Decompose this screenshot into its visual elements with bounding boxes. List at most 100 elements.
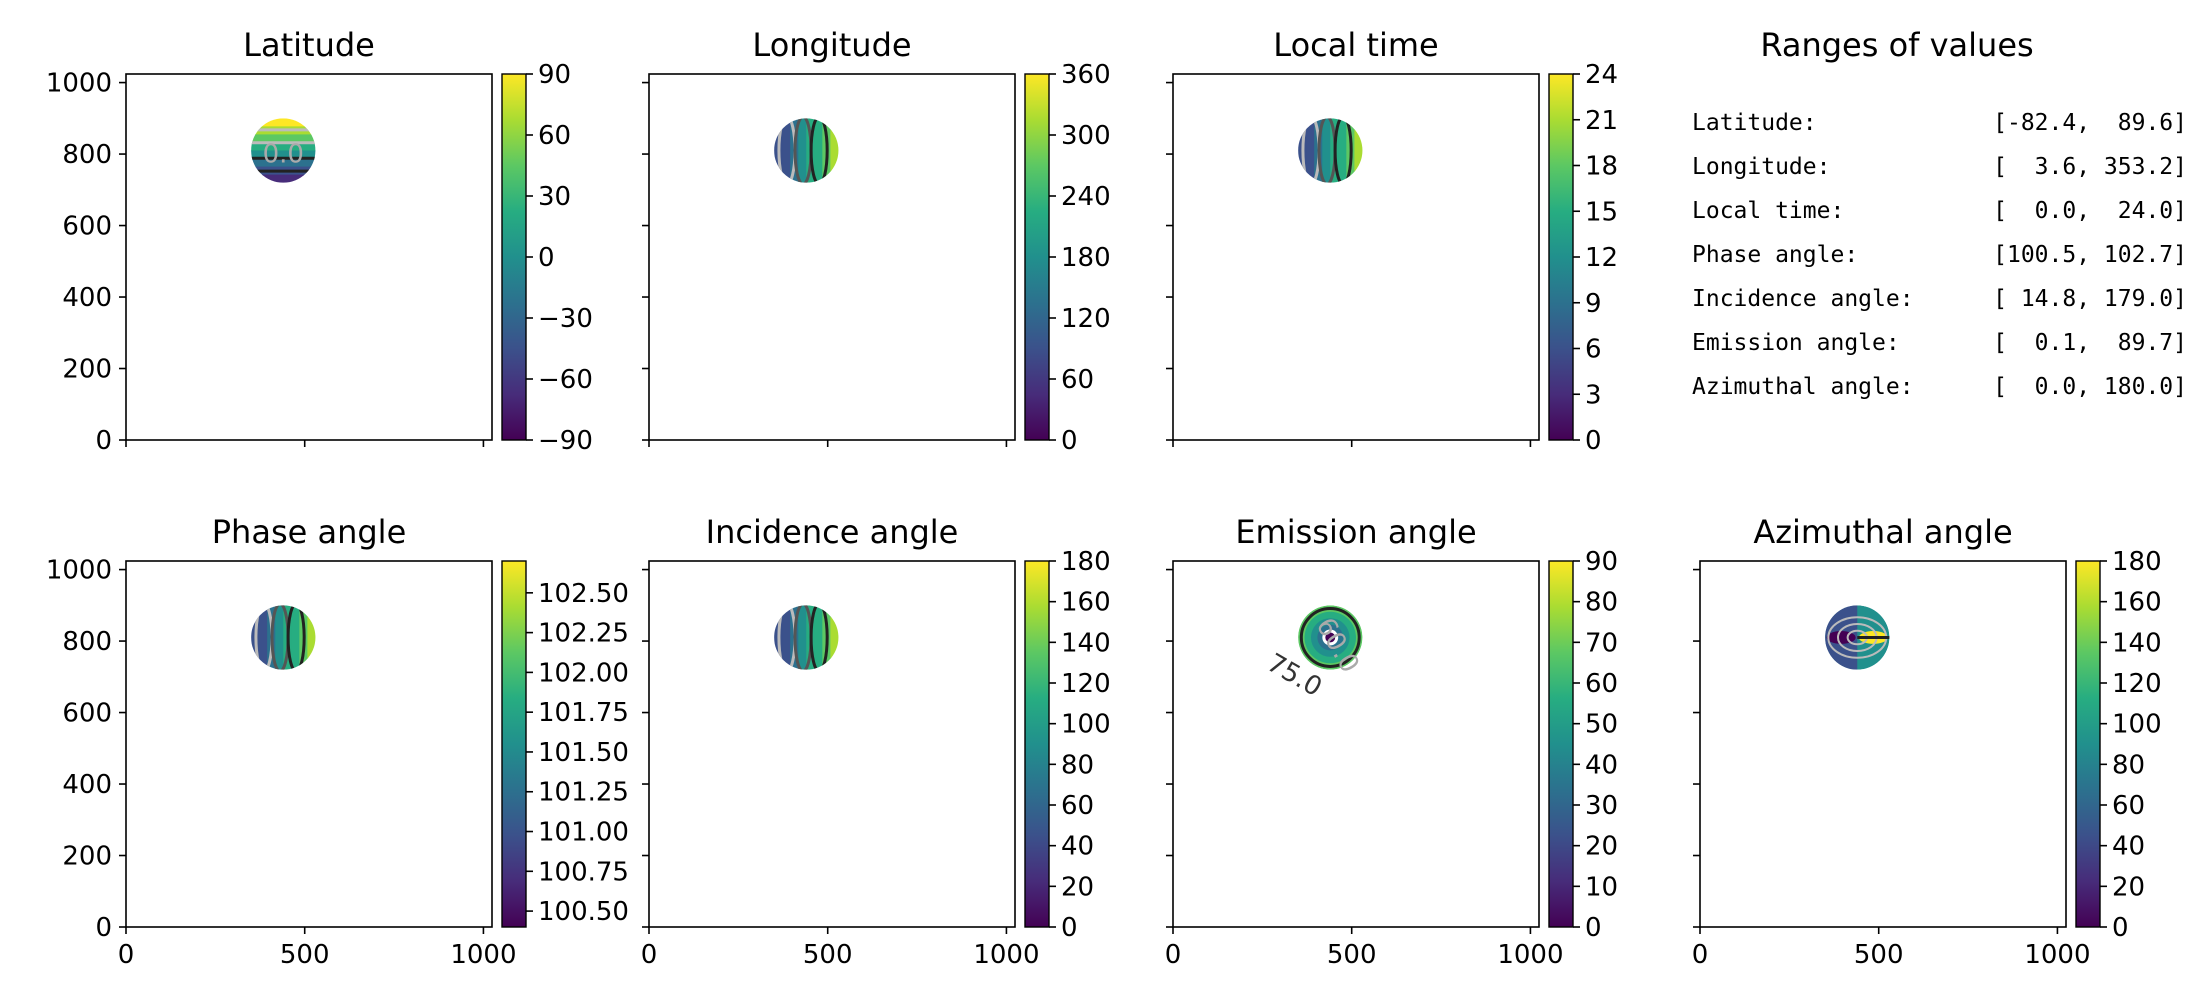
colorbar-tick-label: 24 [1585,60,1618,90]
colorbar-tick-label: 21 [1585,106,1618,136]
panel-title: Emission angle [1235,513,1476,551]
colorbar-tick-label: 100 [1061,710,1111,740]
colorbar-tick-label: 240 [1061,182,1111,212]
x-tick-label: 1000 [2024,940,2090,970]
colorbar [1548,73,1574,441]
disk-map [1298,605,1363,670]
colorbar-tick-label: −90 [538,426,593,456]
colorbar-tick-label: 12 [1585,243,1618,273]
colorbar-tick-label: 180 [1061,547,1111,577]
colorbar-tick-label: 102.50 [538,579,629,609]
ranges-panel: Ranges of values Latitude: [-82.4, 89.6] L… [1692,26,2187,400]
axes-frame [648,560,1016,928]
colorbar [1024,73,1050,441]
colorbar [501,560,527,928]
axes-frame [125,73,493,441]
y-tick-label: 800 [62,627,112,657]
panel-azimuthal-angle: Azimuthal angle 0 500 1000 180 160 140 120 100 80… [1692,513,2162,970]
colorbar-tick-label: 120 [2112,669,2162,699]
panel-longitude: Longitude 360 300 240 180 120 60 0 [642,26,1111,456]
axes-frame [1172,560,1540,928]
contour-label: 0.0 [263,139,304,169]
x-tick-label: 0 [641,940,658,970]
colorbar-tick-label: 18 [1585,152,1618,182]
y-tick-label: 1000 [46,69,112,99]
colorbar-tick-label: 100 [2112,710,2162,740]
colorbar-tick-label: 20 [2112,872,2145,902]
y-tick-label: 600 [62,212,112,242]
x-tick-label: 0 [1165,940,1182,970]
panel-title: Phase angle [212,513,407,551]
y-tick-label: 800 [62,140,112,170]
colorbar-tick-label: 40 [1585,750,1618,780]
colorbar-tick-label: 120 [1061,669,1111,699]
axes-frame [648,73,1016,441]
colorbar-tick-label: 101.75 [538,698,629,728]
y-tick-label: 0 [95,426,112,456]
colorbar-tick-label: 60 [1061,365,1094,395]
colorbar-tick-label: 20 [1061,872,1094,902]
disk-map [774,605,839,670]
x-tick-label: 1000 [973,940,1039,970]
colorbar-tick-label: 102.00 [538,658,629,688]
colorbar-tick-label: 90 [1585,547,1618,577]
colorbar-tick-label: 9 [1585,289,1602,319]
y-tick-label: 400 [62,283,112,313]
colorbar-tick-label: 160 [2112,588,2162,618]
colorbar-tick-label: 0 [1585,913,1602,943]
x-tick-label: 0 [1692,940,1709,970]
colorbar-tick-label: 0 [2112,913,2129,943]
y-tick-label: 200 [62,355,112,385]
disk-map [251,118,316,183]
colorbar-tick-label: −60 [538,365,593,395]
colorbar-tick-label: 3 [1585,380,1602,410]
colorbar-tick-label: 50 [1585,710,1618,740]
x-tick-label: 500 [803,940,853,970]
colorbar-tick-label: 102.25 [538,619,629,649]
colorbar-tick-label: 60 [1585,669,1618,699]
axes-frame [125,560,493,928]
disk-map [774,118,839,183]
colorbar [501,73,527,441]
colorbar [1548,560,1574,928]
colorbar-tick-label: 0 [1061,426,1078,456]
colorbar-tick-label: 101.50 [538,738,629,768]
range-value: [ 3.6, 353.2] [1993,154,2187,180]
colorbar-tick-label: 120 [1061,304,1111,334]
axes-frame [1699,560,2067,928]
colorbar-tick-label: 101.00 [538,818,629,848]
colorbar-tick-label: 30 [538,182,571,212]
panel-title: Azimuthal angle [1753,513,2012,551]
panel-title: Local time [1273,26,1438,64]
colorbar-tick-label: 140 [1061,628,1111,658]
colorbar-tick-label: 0 [1585,426,1602,456]
colorbar [2075,560,2101,928]
panel-title: Longitude [752,26,911,64]
disk-map [1298,118,1363,183]
y-tick-label: 400 [62,770,112,800]
range-value: [ 0.1, 89.7] [1993,330,2187,356]
panel-incidence-angle: Incidence angle 0 500 1000 180 160 140 120 100 80… [641,513,1111,970]
colorbar-tick-label: 80 [1585,588,1618,618]
colorbar-tick-label: 0 [1061,913,1078,943]
range-value: [ 0.0, 24.0] [1993,198,2187,224]
range-label: Phase angle: [1692,242,1858,268]
range-label: Local time: [1692,198,1844,224]
axes-frame [1172,73,1540,441]
y-tick-label: 0 [95,913,112,943]
colorbar-tick-label: 101.25 [538,778,629,808]
colorbar-tick-label: 160 [1061,588,1111,618]
colorbar-tick-label: 70 [1585,628,1618,658]
ranges-title: Ranges of values [1760,26,2033,64]
colorbar-tick-label: 0 [538,243,555,273]
colorbar-tick-label: 60 [1061,791,1094,821]
colorbar-tick-label: 10 [1585,872,1618,902]
colorbar-tick-label: 20 [1585,832,1618,862]
panel-phase-angle: Phase angle 0 500 1000 0 200 400 600 800 1000 102.… [46,513,629,970]
colorbar-tick-label: 30 [1585,791,1618,821]
range-label: Emission angle: [1692,330,1900,356]
x-tick-label: 0 [118,940,135,970]
colorbar-tick-label: 60 [2112,791,2145,821]
panel-local-time: Local time 24 21 18 15 12 9 6 3 0 [1166,26,1618,456]
x-tick-label: 500 [280,940,330,970]
